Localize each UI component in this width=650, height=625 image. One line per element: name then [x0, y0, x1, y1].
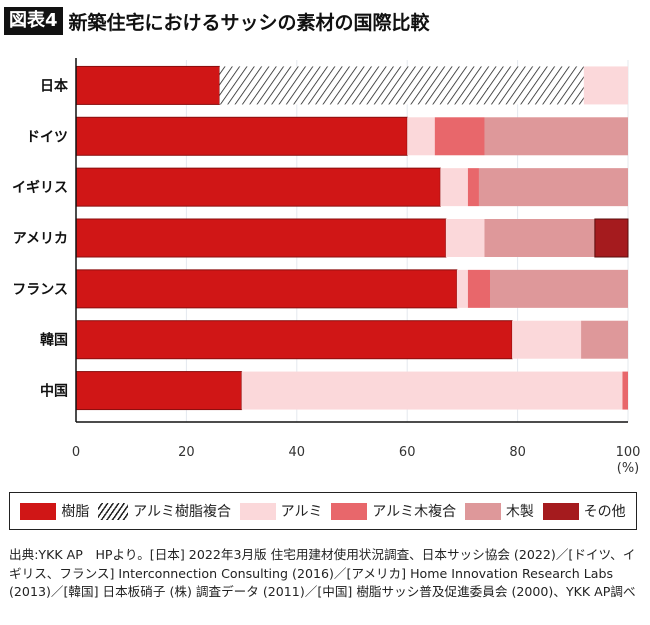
legend-swatch	[464, 502, 501, 520]
bar-segment	[75, 320, 513, 360]
source-note: 出典:YKK AP HPより。[日本] 2022年3月版 住宅用建材使用状況調査…	[9, 547, 636, 599]
legend-label: その他	[583, 504, 626, 520]
category-label: イギリス	[12, 179, 68, 196]
bar-segment	[75, 65, 221, 105]
bar-segment	[440, 168, 468, 207]
category-label: ドイツ	[26, 129, 68, 145]
legend-item: その他	[542, 501, 626, 521]
bar-segment	[241, 371, 623, 410]
x-tick-label: 0	[72, 445, 80, 460]
bar-segment	[512, 320, 582, 359]
bar-segment	[581, 320, 628, 359]
bar-segment	[594, 218, 629, 258]
bar-segment	[75, 116, 408, 156]
legend-swatch	[542, 502, 579, 520]
x-unit-label: (%)	[617, 461, 640, 476]
legend-label: 木製	[505, 504, 534, 520]
legend-item: アルミ	[239, 501, 323, 521]
category-label: アメリカ	[13, 231, 68, 247]
figure-number: 図表4	[4, 7, 63, 35]
x-tick-label: 60	[399, 445, 416, 460]
legend-label: アルミ	[280, 504, 323, 520]
bar-segment	[407, 117, 435, 156]
bar-segment	[583, 66, 628, 105]
bar-segment	[75, 218, 447, 258]
bar-segment	[467, 168, 479, 207]
bar-segment	[467, 269, 490, 308]
legend-swatch	[239, 502, 276, 520]
bar-segment	[75, 269, 458, 309]
bar-segment	[490, 269, 628, 308]
category-label: フランス	[12, 282, 68, 298]
bar-segment	[219, 66, 584, 105]
bar-segment	[484, 117, 628, 156]
legend: 樹脂 アルミ樹脂複合 アルミ アルミ木複合 木製 その他	[9, 492, 637, 530]
bar-segment	[484, 219, 595, 257]
bar-segment	[445, 219, 485, 257]
bar-segment	[75, 371, 243, 411]
legend-swatch	[20, 502, 57, 520]
x-tick-label: 100	[616, 445, 641, 460]
legend-swatch	[98, 502, 129, 520]
category-label: 日本	[40, 77, 69, 94]
legend-label: 樹脂	[61, 504, 90, 520]
category-label: 中国	[40, 383, 68, 400]
category-label: 韓国	[40, 332, 68, 349]
x-tick-label: 80	[509, 445, 526, 460]
legend-label: アルミ樹脂複合	[133, 504, 231, 520]
legend-item: アルミ樹脂複合	[98, 501, 231, 521]
x-tick-label: 40	[289, 445, 306, 460]
legend-item: アルミ木複合	[331, 501, 456, 521]
chart-title: 図表4 新築住宅におけるサッシの素材の国際比較	[4, 6, 430, 36]
legend-item: 樹脂	[20, 501, 89, 521]
bar-segment	[75, 167, 441, 207]
legend-item: 木製	[464, 501, 534, 521]
legend-swatch	[331, 502, 368, 520]
bar-segment	[622, 371, 628, 410]
x-tick-label: 20	[178, 445, 195, 460]
legend-label: アルミ木複合	[372, 504, 457, 520]
bar-segment	[434, 117, 485, 156]
title-text: 新築住宅におけるサッシの素材の国際比較	[68, 11, 430, 34]
bar-segment	[478, 168, 628, 207]
bar-segment	[456, 269, 468, 308]
